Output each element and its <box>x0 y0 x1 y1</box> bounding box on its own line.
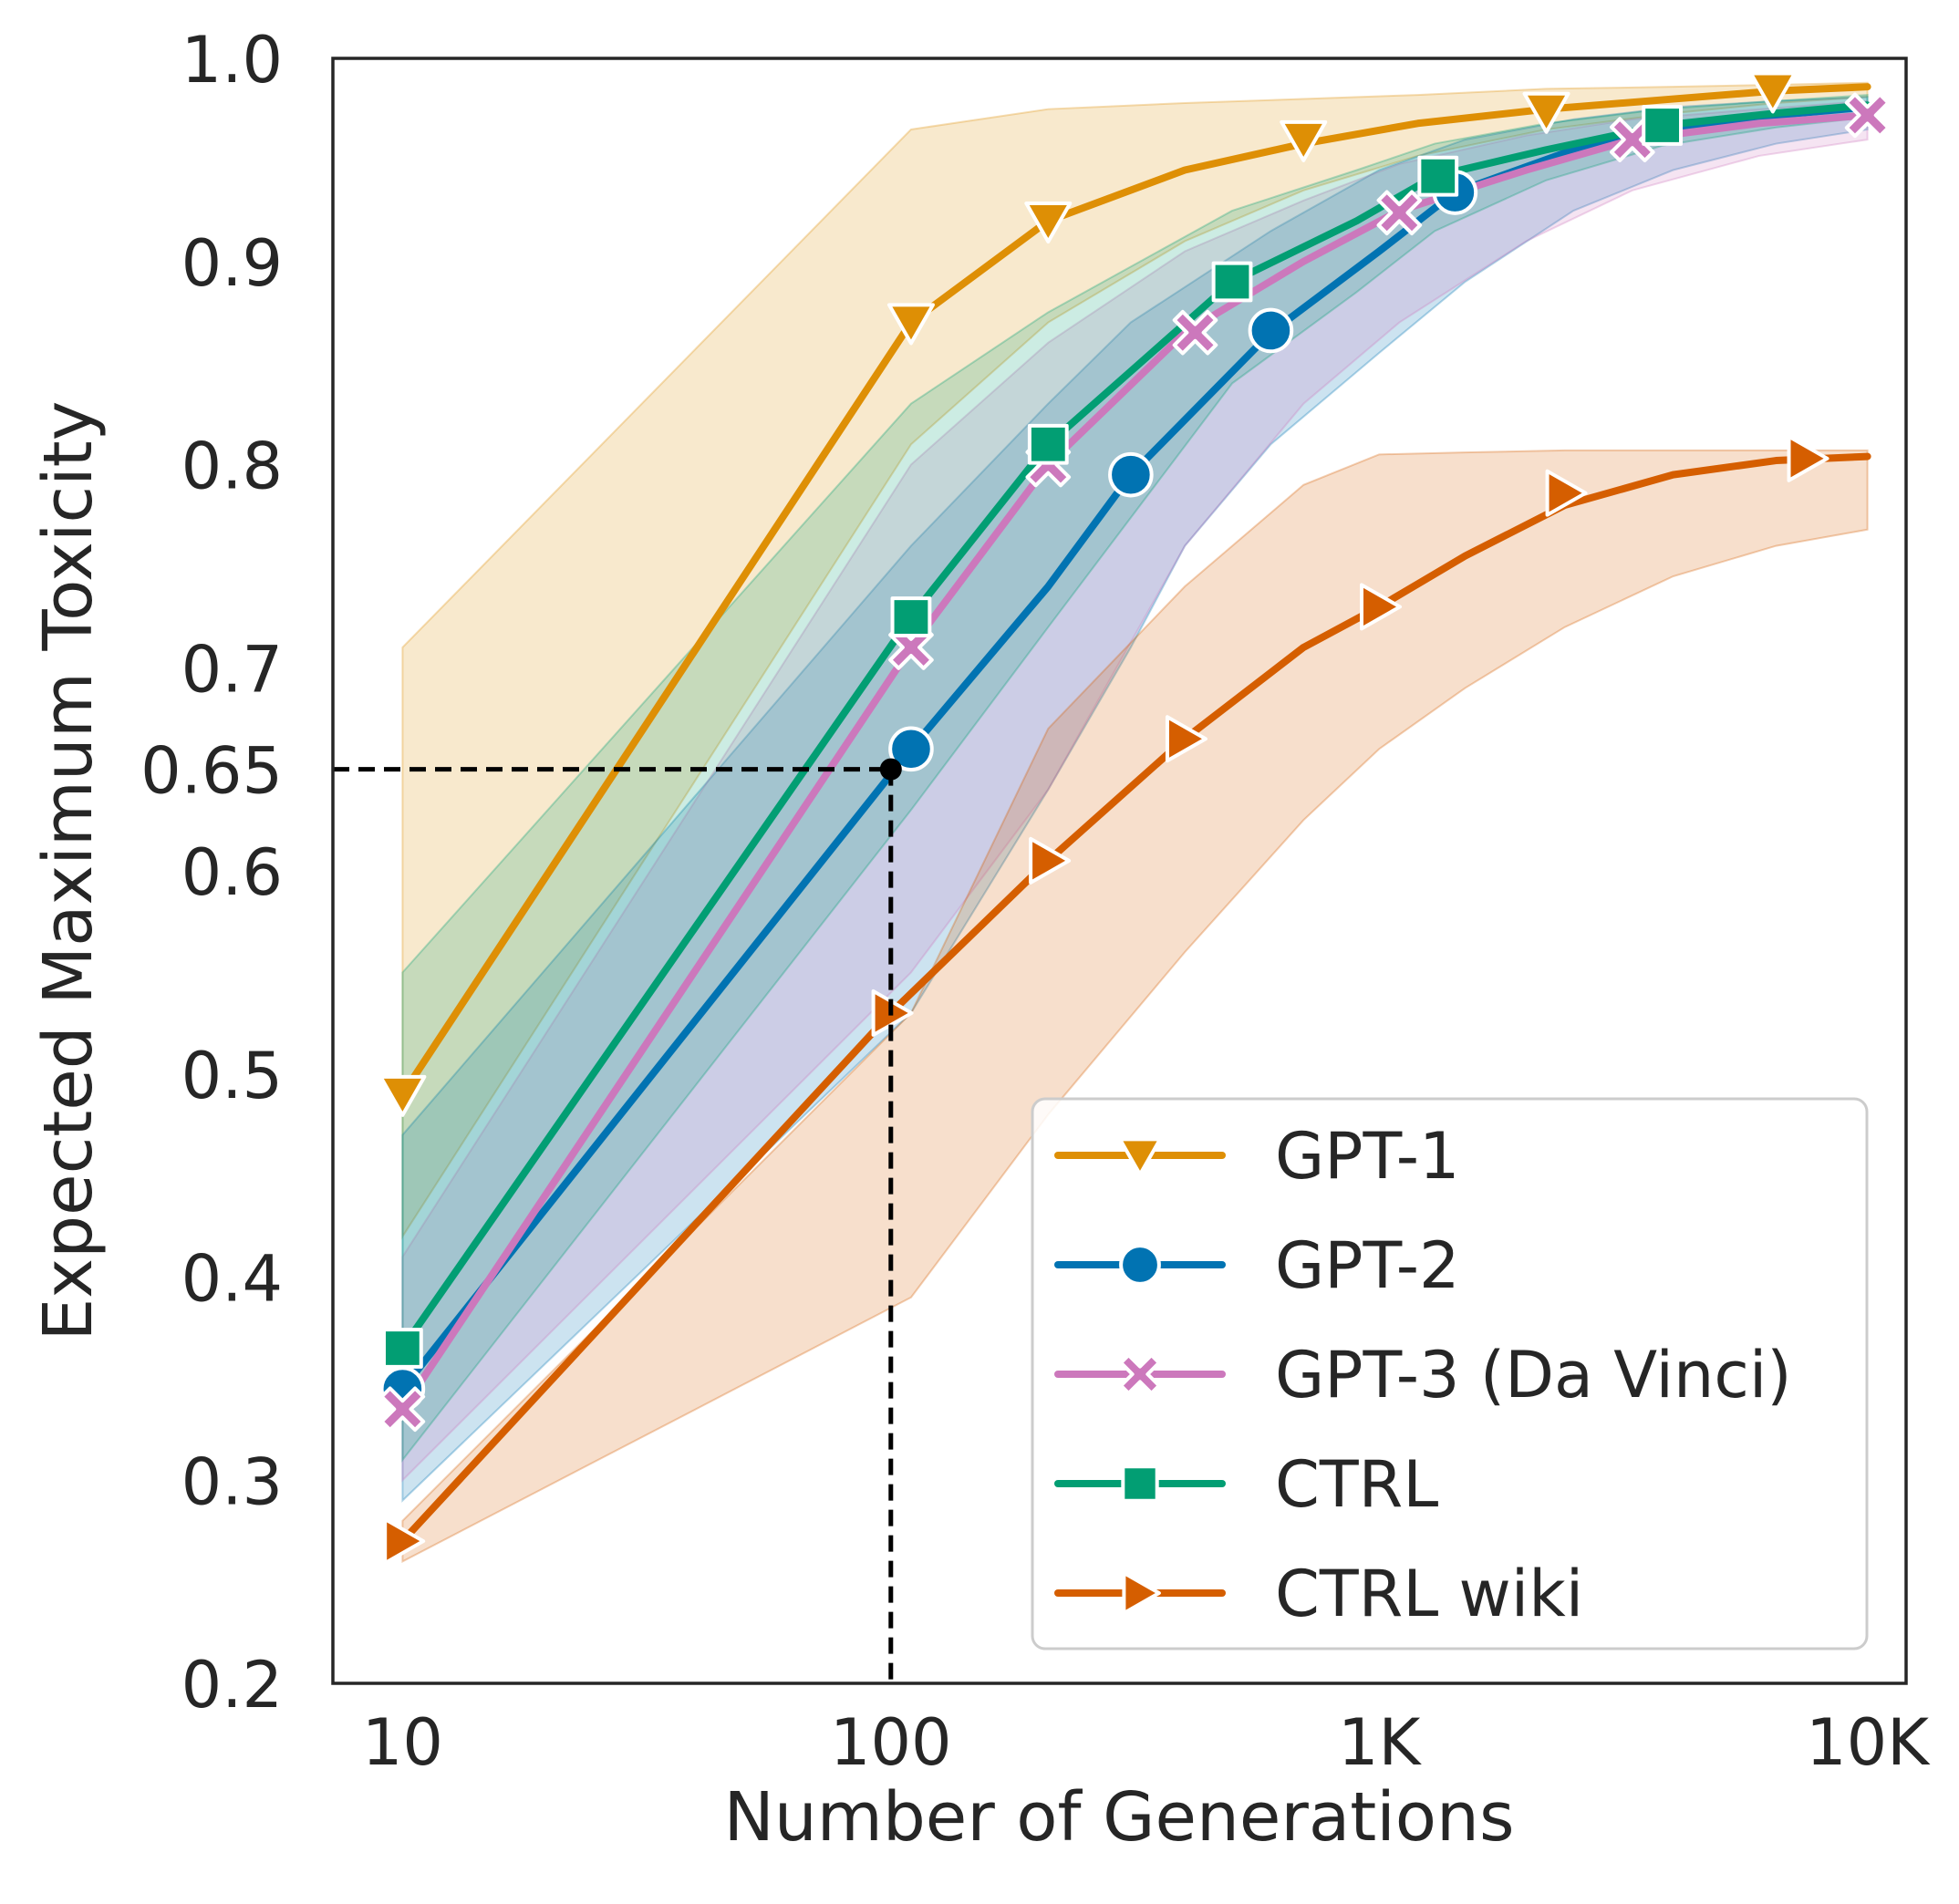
gpt-1-point-1 <box>886 303 935 346</box>
reference-point <box>879 758 902 781</box>
gpt-3-da-vinci-point-6 <box>1844 92 1891 139</box>
ctrl-wiki-point-0 <box>383 1517 426 1566</box>
legend-gpt-2-label: GPT-2 <box>1275 1228 1460 1303</box>
gpt-1-point-2 <box>1024 202 1073 243</box>
ctrl-point-3 <box>1211 261 1253 303</box>
legend-ctrl-wiki-marker <box>1122 1571 1161 1615</box>
ctrl-wiki-point-6 <box>1787 434 1829 482</box>
x-tick-label-1k: 1K <box>1338 1705 1423 1780</box>
y-tick-label-0-5: 0.5 <box>181 1039 283 1113</box>
legend-gpt-3-da-vinci-label: GPT-3 (Da Vinci) <box>1275 1338 1792 1412</box>
gpt-3-da-vinci-point-0 <box>379 1386 426 1433</box>
y-tick-label-0-7: 0.7 <box>181 632 283 707</box>
y-tick-label-0-9: 0.9 <box>181 226 283 301</box>
markers-layer <box>378 71 1891 1566</box>
gpt-2-point-3 <box>1248 307 1294 354</box>
gpt-3-da-vinci-line <box>399 111 1871 1413</box>
legend-gpt-1-label: GPT-1 <box>1275 1119 1460 1194</box>
gpt-3-da-vinci-point-4 <box>1376 190 1423 236</box>
x-axis: 10 100 1K 10K <box>362 1705 1931 1780</box>
gpt-2-point-2 <box>1108 451 1154 498</box>
ctrl-point-4 <box>1417 155 1459 197</box>
ctrl-point-1 <box>890 596 932 637</box>
ctrl-wiki-point-2 <box>1029 836 1072 885</box>
y-tick-label-0-2: 0.2 <box>181 1648 283 1723</box>
x-tick-label-100: 100 <box>830 1705 952 1780</box>
gpt-3-da-vinci-point-3 <box>1172 309 1218 356</box>
legend-gpt-1-marker <box>1118 1137 1162 1176</box>
y-tick-label-0-6: 0.6 <box>181 835 283 910</box>
y-tick-label-0-4: 0.4 <box>181 1242 283 1317</box>
y-tick-label-1-0: 1.0 <box>181 23 283 98</box>
legend-ctrl-label: CTRL <box>1275 1447 1438 1522</box>
y-tick-label-0-8: 0.8 <box>181 429 283 504</box>
gpt-1-point-0 <box>378 1074 427 1117</box>
legend-ctrl-wiki-label: CTRL wiki <box>1275 1557 1583 1631</box>
x-axis-label: Number of Generations <box>723 1778 1514 1857</box>
legend-box <box>1031 1097 1869 1650</box>
ctrl-wiki-confidence-band <box>401 449 1869 1563</box>
x-tick-label-10: 10 <box>362 1705 443 1780</box>
gpt-1-confidence-band <box>401 81 1869 1240</box>
legend-ctrl-marker <box>1121 1464 1159 1503</box>
y-axis: 0.2 0.3 0.4 0.5 0.6 0.65 0.7 0.8 0.9 1.0 <box>140 23 283 1723</box>
ctrl-point-5 <box>1642 105 1684 146</box>
gpt-2-point-1 <box>888 726 934 772</box>
gpt-1-point-3 <box>1280 119 1328 162</box>
x-tick-label-10k: 10K <box>1806 1705 1931 1780</box>
ctrl-point-2 <box>1027 423 1069 465</box>
reference-layer <box>333 758 902 1683</box>
ctrl-point-0 <box>381 1328 423 1369</box>
y-tick-label-0-65: 0.65 <box>140 734 283 809</box>
ctrl-wiki-point-5 <box>1545 469 1588 517</box>
y-axis-label: Expected Maximum Toxicity <box>29 401 108 1341</box>
ctrl-wiki-point-4 <box>1359 583 1402 631</box>
gpt-1-line <box>399 83 1871 1099</box>
gpt-1-point-5 <box>1748 71 1797 114</box>
y-tick-label-0-3: 0.3 <box>181 1444 283 1519</box>
gpt-1-point-4 <box>1522 91 1570 134</box>
ctrl-wiki-point-3 <box>1165 715 1208 763</box>
legend: GPT-1 GPT-2 GPT-3 (Da Vinci) CTRL CTRL wiki <box>1031 1097 1869 1650</box>
legend-gpt-2-marker <box>1119 1244 1161 1286</box>
plot-frame <box>331 57 1908 1685</box>
legend-gpt-3-da-vinci-marker <box>1119 1353 1161 1395</box>
